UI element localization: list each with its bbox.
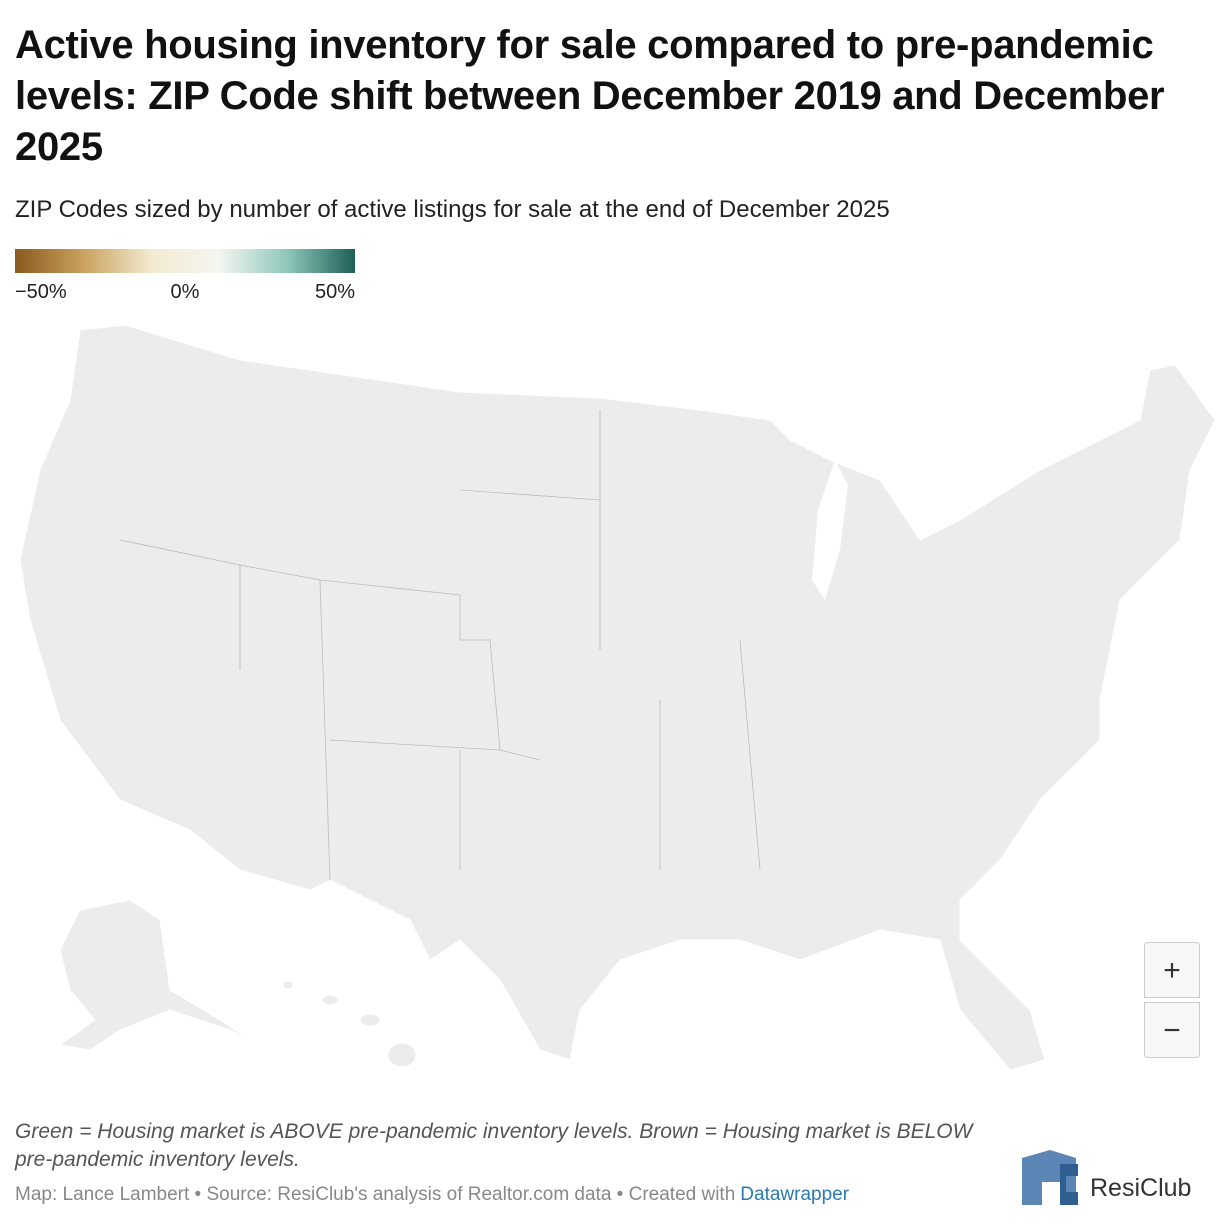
zoom-out[interactable]: − xyxy=(1144,1002,1200,1058)
legend-tick-label: −50% xyxy=(15,281,67,303)
hawaii xyxy=(387,1042,417,1068)
hawaii xyxy=(321,994,339,1006)
logo-icon xyxy=(1060,1164,1078,1205)
link[interactable]: Datawrapper xyxy=(740,1184,850,1205)
brand-name: ResiClub xyxy=(1090,1174,1191,1202)
state-borders xyxy=(119,410,761,881)
hawaii xyxy=(359,1013,381,1027)
legend-bar xyxy=(15,249,355,273)
alaska xyxy=(58,899,251,1051)
lake-michigan xyxy=(812,460,848,600)
brand: ResiClub xyxy=(1022,1150,1191,1205)
source-text: Map: Lance Lambert • Source: ResiClub's … xyxy=(15,1184,736,1205)
note: Green = Housing market is ABOVE pre-pand… xyxy=(15,1120,973,1171)
legend: −50% 0% 50% xyxy=(15,249,355,303)
subtitle: ZIP Codes sized by number of active list… xyxy=(15,196,890,223)
map xyxy=(19,324,1216,1071)
source: Map: Lance Lambert • Source: ResiClub's … xyxy=(15,1184,849,1206)
legend-tick-label: 50% xyxy=(315,281,355,303)
legend-tick-label: 0% xyxy=(171,281,200,303)
title: Active housing inventory for sale compar… xyxy=(15,23,1165,169)
hawaii xyxy=(282,980,294,990)
us-mainland xyxy=(19,324,1216,1071)
zoom-in[interactable]: + xyxy=(1144,942,1200,998)
